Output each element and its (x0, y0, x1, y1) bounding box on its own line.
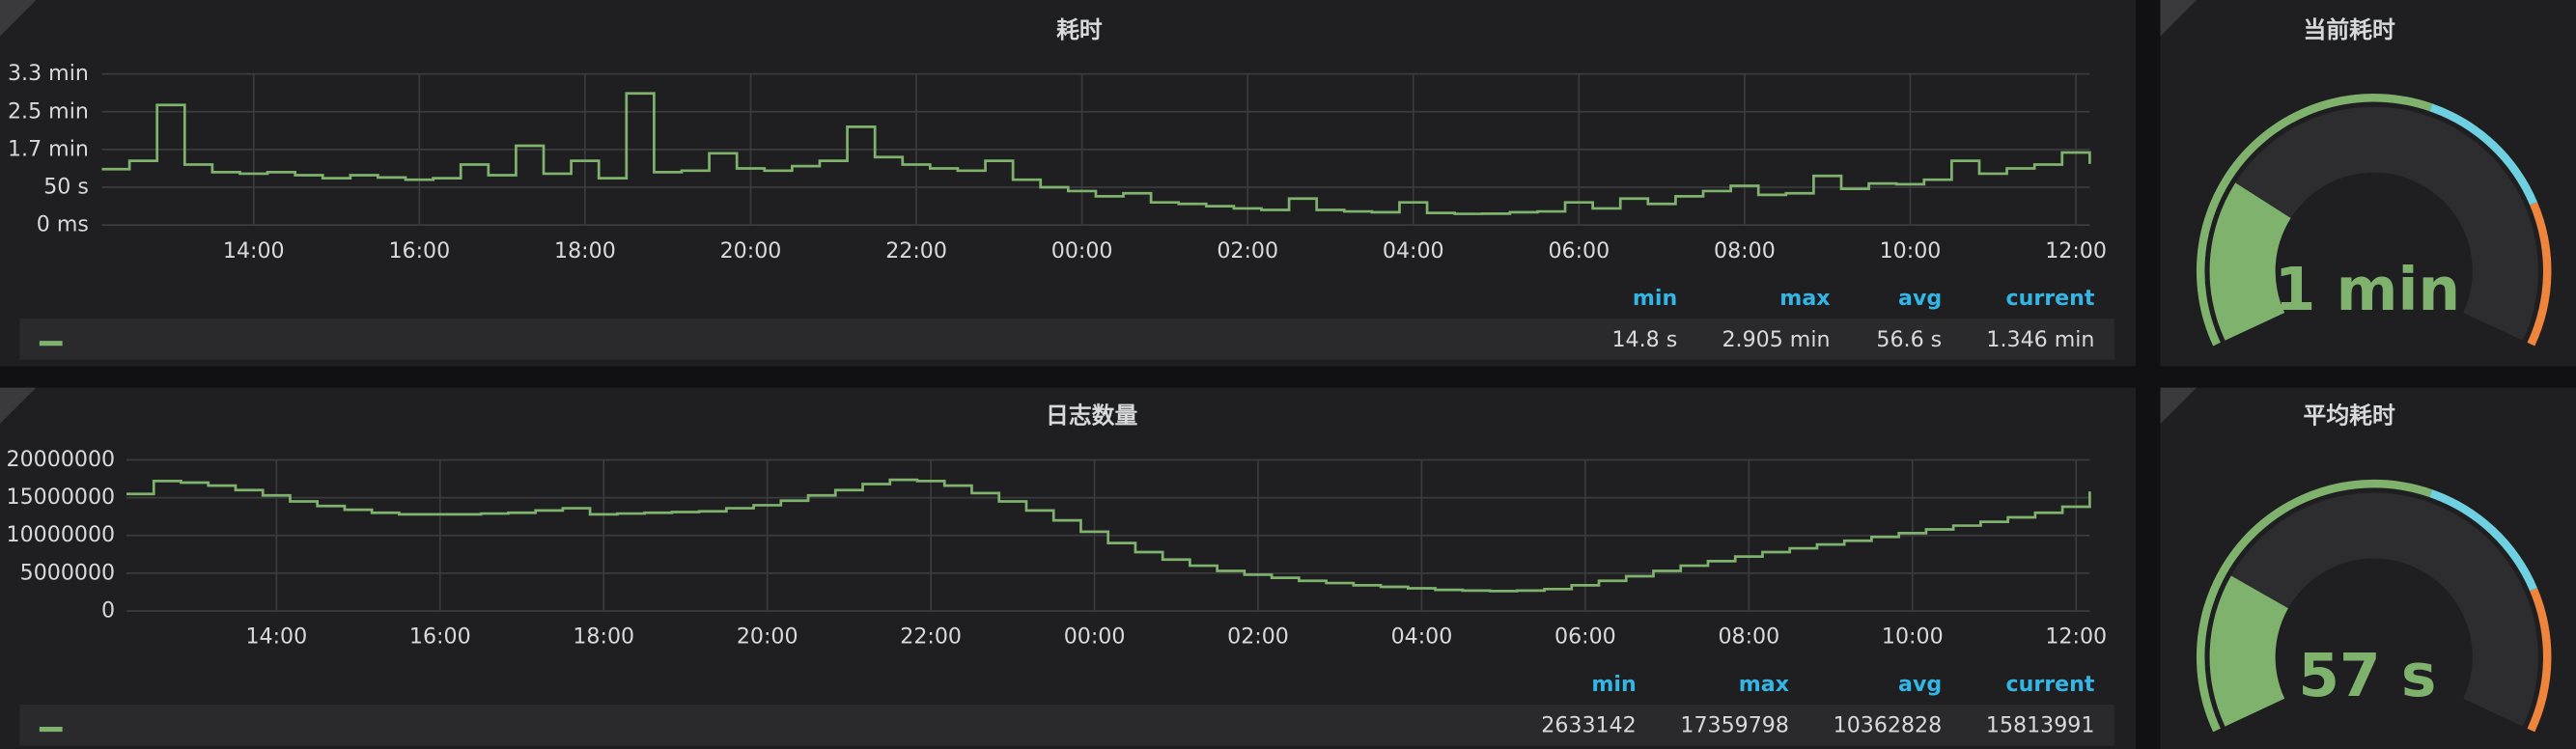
legend-header: min (1591, 672, 1636, 697)
y-tick-label: 10000000 (7, 522, 116, 547)
gauge-track (2209, 492, 2538, 727)
y-tick-label: 20000000 (7, 447, 116, 472)
y-tick-label: 0 ms (37, 212, 89, 237)
x-tick-label: 12:00 (2045, 624, 2107, 650)
panel-title: 耗时 (1056, 16, 1103, 43)
x-tick-label: 06:00 (1548, 238, 1610, 264)
x-tick-label: 14:00 (245, 624, 307, 650)
x-tick-label: 18:00 (554, 238, 616, 264)
x-tick-label: 16:00 (409, 624, 471, 650)
gauge-threshold (2429, 103, 2537, 206)
gauge-threshold (2527, 202, 2552, 347)
gauge-value (2209, 575, 2288, 727)
x-tick-label: 22:00 (885, 238, 947, 264)
panel (0, 0, 2136, 367)
gauge-value-label: 57 s (2298, 642, 2436, 710)
legend-header: min (1633, 286, 1677, 311)
x-tick-label: 20:00 (720, 238, 782, 264)
gauge-value-label: 1 min (2275, 256, 2460, 324)
x-tick-label: 20:00 (737, 624, 798, 650)
x-tick-label: 08:00 (1714, 238, 1776, 264)
y-tick-label: 1.7 min (8, 136, 89, 161)
x-tick-label: 00:00 (1064, 624, 1126, 650)
legend-header: max (1779, 286, 1830, 311)
gauge-threshold (2429, 489, 2537, 592)
x-tick-label: 02:00 (1227, 624, 1289, 650)
legend-row (19, 319, 2114, 360)
legend-value: 15813991 (1986, 713, 2095, 738)
panel-title: 当前耗时 (2304, 16, 2395, 43)
legend-header: current (2005, 286, 2094, 311)
panel-title: 平均耗时 (2304, 402, 2395, 430)
x-tick-label: 04:00 (1391, 624, 1453, 650)
gauge-threshold (2527, 588, 2552, 733)
x-tick-label: 04:00 (1383, 238, 1444, 264)
legend-header: max (1739, 672, 1789, 697)
info-corner[interactable] (0, 0, 37, 37)
x-tick-label: 12:00 (2045, 238, 2107, 264)
x-tick-label: 22:00 (900, 624, 962, 650)
x-tick-label: 06:00 (1554, 624, 1616, 650)
legend-value: 1.346 min (1986, 327, 2094, 352)
y-tick-label: 2.5 min (8, 98, 89, 124)
series-line (101, 92, 2091, 215)
legend-value: 17359798 (1680, 713, 1789, 738)
y-tick-label: 3.3 min (8, 61, 89, 86)
panel (0, 387, 2136, 749)
legend-header: current (2005, 672, 2094, 697)
y-tick-label: 5000000 (20, 560, 115, 585)
panel-title: 日志数量 (1046, 402, 1137, 430)
legend-header: avg (1898, 286, 1942, 311)
series-line (126, 478, 2091, 593)
x-tick-label: 18:00 (573, 624, 634, 650)
legend-value: 14.8 s (1611, 327, 1677, 352)
legend-header: avg (1898, 672, 1942, 697)
legend-value: 2633142 (1541, 713, 1636, 738)
gauge-track (2209, 106, 2538, 341)
legend-value: 2.905 min (1722, 327, 1830, 352)
x-tick-label: 10:00 (1882, 624, 1944, 650)
gauge-value (2209, 182, 2291, 341)
x-tick-label: 14:00 (223, 238, 285, 264)
legend-value: 56.6 s (1876, 327, 1942, 352)
y-tick-label: 50 s (43, 175, 89, 200)
y-tick-label: 15000000 (7, 485, 116, 510)
x-tick-label: 08:00 (1718, 624, 1779, 650)
x-tick-label: 00:00 (1051, 238, 1113, 264)
legend-value: 10362828 (1834, 713, 1943, 738)
legend-row (19, 705, 2114, 746)
x-tick-label: 16:00 (388, 238, 450, 264)
y-tick-label: 0 (101, 598, 115, 624)
x-tick-label: 02:00 (1217, 238, 1278, 264)
x-tick-label: 10:00 (1880, 238, 1942, 264)
